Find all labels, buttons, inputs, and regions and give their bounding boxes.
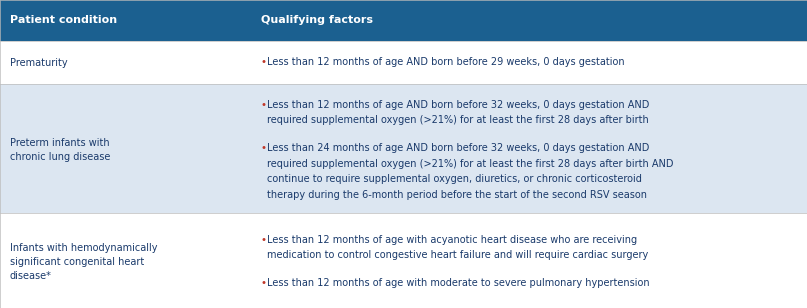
Text: •: • (261, 99, 266, 110)
Text: disease*: disease* (10, 271, 52, 282)
Text: significant congenital heart: significant congenital heart (10, 257, 144, 267)
Text: Less than 12 months of age AND born before 29 weeks, 0 days gestation: Less than 12 months of age AND born befo… (267, 57, 625, 67)
Text: required supplemental oxygen (>21%) for at least the first 28 days after birth A: required supplemental oxygen (>21%) for … (267, 159, 674, 169)
Text: therapy during the 6-month period before the start of the second RSV season: therapy during the 6-month period before… (267, 190, 647, 200)
Text: •: • (261, 143, 266, 153)
Text: Preterm infants with: Preterm infants with (10, 138, 109, 148)
Text: Patient condition: Patient condition (10, 15, 117, 25)
Text: •: • (261, 57, 266, 67)
Bar (0, 213, 807, 308)
Text: Less than 12 months of age AND born before 32 weeks, 0 days gestation AND: Less than 12 months of age AND born befo… (267, 99, 650, 110)
Text: Less than 12 months of age with acyanotic heart disease who are receiving: Less than 12 months of age with acyanoti… (267, 235, 638, 245)
Text: •: • (261, 278, 266, 288)
Text: required supplemental oxygen (>21%) for at least the first 28 days after birth: required supplemental oxygen (>21%) for … (267, 115, 649, 125)
Text: Qualifying factors: Qualifying factors (261, 15, 373, 25)
Bar (0, 41, 807, 84)
Text: Less than 24 months of age AND born before 32 weeks, 0 days gestation AND: Less than 24 months of age AND born befo… (267, 143, 650, 153)
Text: chronic lung disease: chronic lung disease (10, 152, 110, 162)
Bar (0, 0, 807, 41)
Text: Infants with hemodynamically: Infants with hemodynamically (10, 243, 157, 253)
Text: Less than 12 months of age with moderate to severe pulmonary hypertension: Less than 12 months of age with moderate… (267, 278, 650, 288)
Bar (0, 84, 807, 213)
Text: medication to control congestive heart failure and will require cardiac surgery: medication to control congestive heart f… (267, 250, 648, 260)
Text: Prematurity: Prematurity (10, 58, 67, 67)
Text: •: • (261, 235, 266, 245)
Text: continue to require supplemental oxygen, diuretics, or chronic corticosteroid: continue to require supplemental oxygen,… (267, 174, 642, 184)
